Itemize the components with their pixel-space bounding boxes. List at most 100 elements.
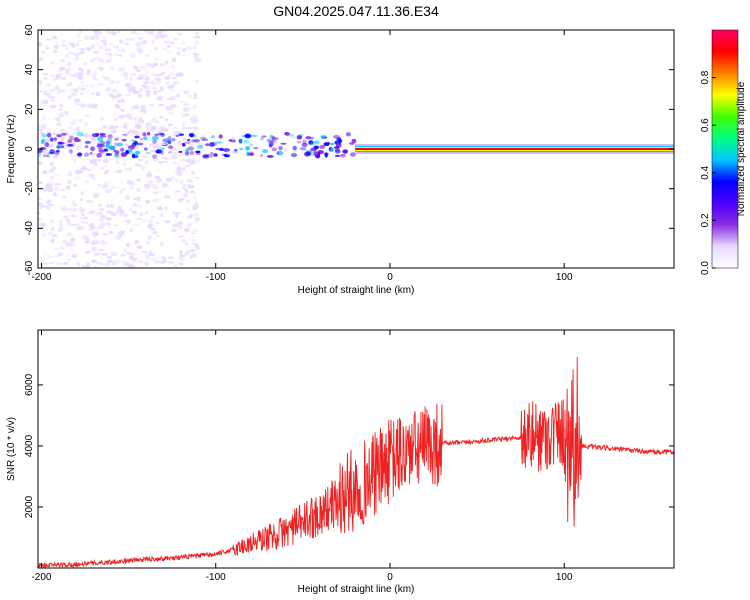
spectral-cell bbox=[73, 73, 78, 78]
spectral-cell bbox=[339, 153, 346, 158]
spectral-cell bbox=[175, 214, 178, 218]
spectral-cell bbox=[97, 83, 104, 86]
spectral-cell bbox=[54, 75, 62, 80]
spectral-cell bbox=[77, 67, 84, 72]
spectral-cell bbox=[90, 58, 94, 64]
spectral-cell bbox=[89, 35, 96, 41]
spectral-cell bbox=[88, 135, 94, 138]
y-tick-label: 6000 bbox=[24, 373, 35, 396]
spectral-cell bbox=[151, 82, 157, 85]
spectral-cell bbox=[169, 88, 174, 92]
spectral-cell bbox=[113, 53, 121, 57]
spectral-cell bbox=[110, 130, 117, 134]
spectral-cell bbox=[333, 135, 340, 139]
spectral-cell bbox=[148, 30, 155, 33]
spectral-cell bbox=[38, 80, 43, 85]
spectral-cell bbox=[59, 103, 64, 108]
spectral-cell bbox=[164, 205, 168, 211]
spectral-cell bbox=[143, 81, 150, 85]
spectral-cell bbox=[192, 126, 199, 130]
spectral-cell bbox=[67, 51, 73, 55]
spectral-cell bbox=[154, 260, 160, 264]
spectral-cell bbox=[120, 230, 126, 234]
spectral-cell bbox=[85, 237, 90, 241]
spectral-cell bbox=[168, 111, 174, 115]
spectral-cell bbox=[167, 261, 175, 264]
spectral-cell bbox=[93, 192, 100, 198]
spectral-cell bbox=[66, 208, 74, 211]
spectral-cell bbox=[192, 205, 197, 209]
spectral-cell bbox=[178, 262, 184, 266]
spectral-cell bbox=[67, 133, 75, 138]
spectral-cell bbox=[40, 139, 45, 145]
spectral-cell bbox=[155, 190, 163, 193]
spectral-cell bbox=[61, 132, 67, 136]
spectral-cell bbox=[123, 248, 127, 252]
spectral-cell bbox=[85, 180, 89, 183]
spectral-cell bbox=[70, 42, 76, 47]
y-tick-label: 20 bbox=[24, 103, 35, 115]
spectral-cell bbox=[102, 124, 108, 130]
spectral-cell bbox=[57, 228, 63, 233]
spectral-cell bbox=[190, 239, 196, 242]
x-tick-label: 100 bbox=[556, 572, 573, 583]
spectral-cell bbox=[43, 90, 47, 96]
spectral-cell bbox=[105, 52, 109, 55]
x-tick-label: -100 bbox=[206, 572, 226, 583]
spectral-cell bbox=[104, 262, 111, 267]
spectral-cell bbox=[102, 159, 109, 163]
spectral-cell bbox=[105, 153, 111, 156]
spectral-cell bbox=[92, 70, 98, 75]
spectral-cell bbox=[135, 196, 141, 202]
spectral-cell bbox=[138, 50, 143, 53]
spectral-cell bbox=[134, 131, 141, 136]
spectral-cell bbox=[77, 47, 82, 51]
spectral-cell bbox=[184, 188, 189, 194]
spectral-cell bbox=[133, 257, 138, 261]
spectral-cell bbox=[219, 147, 224, 152]
spectral-cell bbox=[38, 152, 42, 157]
spectral-cell bbox=[99, 133, 106, 136]
spectral-cell bbox=[127, 91, 131, 97]
spectral-cell bbox=[46, 154, 51, 158]
spectral-cell bbox=[128, 116, 133, 120]
spectral-cell bbox=[177, 221, 182, 226]
spectral-cell bbox=[149, 125, 156, 130]
spectral-cell bbox=[244, 133, 250, 138]
spectral-cell bbox=[136, 178, 142, 182]
spectral-cell bbox=[163, 40, 171, 44]
spectral-cell bbox=[71, 199, 75, 205]
spectral-cell bbox=[107, 134, 113, 140]
spectral-cell bbox=[134, 89, 142, 93]
spectral-cell bbox=[90, 103, 98, 108]
spectral-cell bbox=[50, 137, 54, 142]
spectral-cell bbox=[58, 89, 66, 93]
spectral-cell bbox=[153, 90, 158, 96]
spectral-cell bbox=[68, 73, 74, 77]
spectral-cell bbox=[50, 238, 55, 244]
spectral-cell bbox=[164, 220, 171, 224]
x-tick-label: 0 bbox=[387, 572, 393, 583]
spectral-cell bbox=[164, 60, 169, 65]
spectral-cell bbox=[86, 69, 91, 74]
spectral-cell bbox=[140, 65, 144, 69]
spectral-cell bbox=[313, 151, 318, 156]
spectral-cell bbox=[56, 73, 63, 76]
spectral-cell bbox=[57, 144, 63, 149]
spectral-cell bbox=[50, 219, 55, 223]
spectral-cell bbox=[62, 39, 66, 44]
x-tick-label: -200 bbox=[31, 272, 51, 283]
spectral-cell bbox=[218, 134, 223, 139]
spectral-cell bbox=[57, 252, 64, 256]
spectral-cell bbox=[163, 157, 170, 160]
spectral-cell bbox=[313, 140, 320, 145]
spectral-cell bbox=[205, 143, 210, 147]
spectrogram-y-axis: 60 40 20 0 -20 -40 -60 bbox=[24, 24, 674, 275]
spectral-cell bbox=[76, 33, 81, 38]
spectral-cell bbox=[179, 254, 187, 258]
spectral-cell bbox=[110, 212, 117, 217]
spectral-cell bbox=[117, 205, 122, 211]
spectral-cell bbox=[185, 164, 191, 167]
spectral-cell bbox=[145, 54, 150, 57]
spectral-cell bbox=[119, 39, 124, 45]
